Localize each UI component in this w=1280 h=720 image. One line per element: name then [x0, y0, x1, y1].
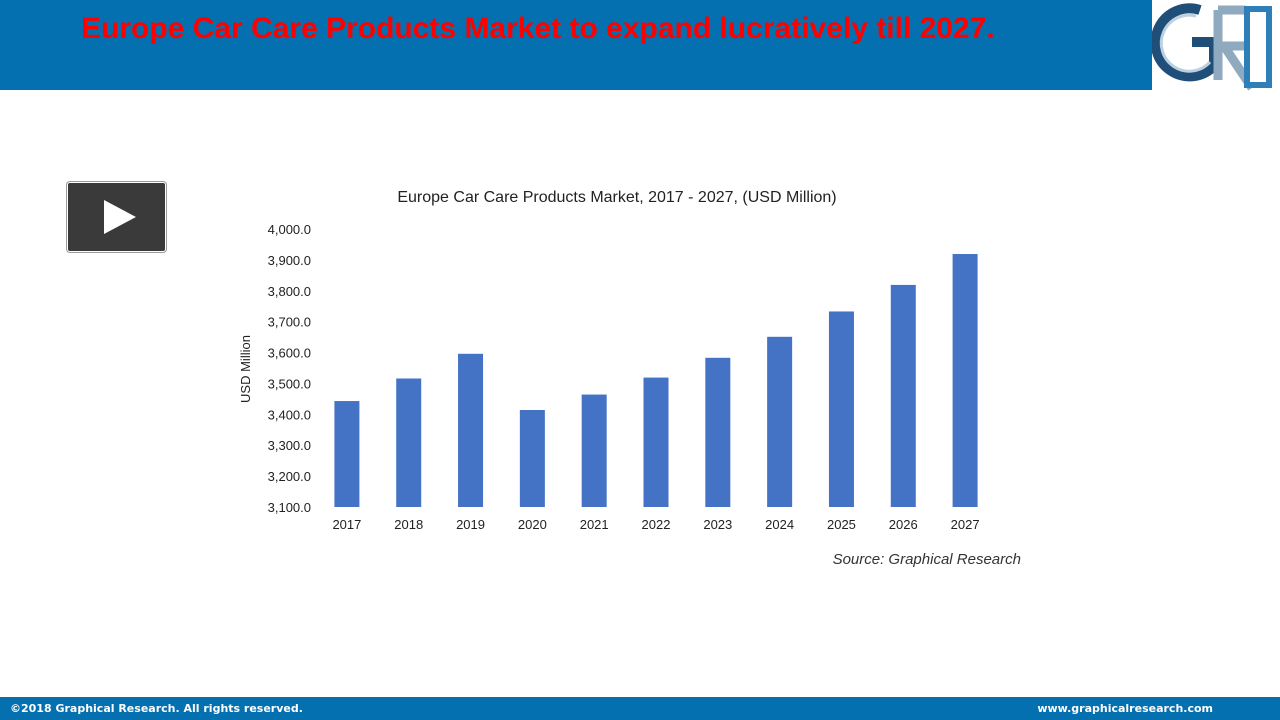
- bar-2020: [519, 410, 545, 507]
- website-link[interactable]: www.graphicalresearch.com: [1037, 702, 1213, 715]
- header-bar: Europe Car Care Products Market to expan…: [0, 0, 1152, 90]
- bar-2025: [828, 311, 854, 507]
- y-tick-label: 3,500.0: [268, 376, 311, 391]
- bar-2018: [396, 378, 422, 507]
- y-tick-label: 4,000.0: [268, 222, 311, 237]
- x-tick-label: 2024: [765, 517, 794, 532]
- y-tick-label: 3,600.0: [268, 346, 311, 361]
- bar-2017: [334, 401, 360, 507]
- y-tick-label: 3,100.0: [268, 500, 311, 515]
- footer-bar: ©2018 Graphical Research. All rights res…: [0, 697, 1280, 720]
- y-tick-label: 3,700.0: [268, 315, 311, 330]
- chart-source: Source: Graphical Research: [833, 551, 1021, 568]
- chart-title: Europe Car Care Products Market, 2017 - …: [397, 189, 836, 206]
- x-tick-label: 2019: [456, 517, 485, 532]
- x-tick-label: 2022: [642, 517, 671, 532]
- x-tick-label: 2021: [580, 517, 609, 532]
- gr-logo-icon: [1152, 0, 1278, 92]
- bar-2027: [952, 254, 978, 507]
- bar-2022: [643, 377, 669, 507]
- bar-2019: [458, 353, 484, 507]
- x-tick-label: 2020: [518, 517, 547, 532]
- x-tick-label: 2023: [703, 517, 732, 532]
- bar-2026: [890, 284, 916, 507]
- company-logo: [1152, 0, 1280, 92]
- bar-2023: [705, 357, 731, 507]
- x-tick-label: 2027: [951, 517, 980, 532]
- y-tick-label: 3,800.0: [268, 284, 311, 299]
- x-tick-label: 2025: [827, 517, 856, 532]
- page-title: Europe Car Care Products Market to expan…: [81, 12, 995, 45]
- bar-2024: [767, 336, 793, 507]
- play-icon: [104, 200, 136, 234]
- bar-chart: Europe Car Care Products Market, 2017 - …: [220, 170, 1040, 590]
- y-tick-label: 3,400.0: [268, 407, 311, 422]
- chart-canvas: Europe Car Care Products Market, 2017 - …: [238, 189, 1021, 568]
- y-tick-label: 3,300.0: [268, 438, 311, 453]
- copyright-text: ©2018 Graphical Research. All rights res…: [10, 702, 303, 715]
- x-tick-label: 2017: [332, 517, 361, 532]
- x-tick-label: 2026: [889, 517, 918, 532]
- bar-2021: [581, 394, 607, 507]
- y-tick-label: 3,900.0: [268, 253, 311, 268]
- y-axis-label: USD Million: [238, 335, 253, 403]
- play-button[interactable]: [67, 182, 166, 252]
- y-tick-label: 3,200.0: [268, 469, 311, 484]
- x-tick-label: 2018: [394, 517, 423, 532]
